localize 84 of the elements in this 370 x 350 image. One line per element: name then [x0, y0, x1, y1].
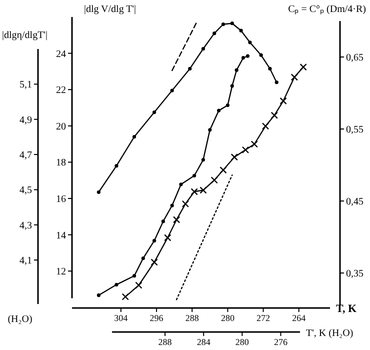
y-tick-label: 24 — [56, 48, 66, 60]
x-tick-label: 296 — [150, 313, 164, 323]
point — [210, 176, 218, 184]
point — [274, 80, 278, 84]
point — [192, 174, 196, 178]
x2-axis-title: T', K (H₂O) — [306, 328, 354, 339]
y-axis-title: |dlg V/dlg T'| — [84, 4, 136, 15]
point — [226, 103, 230, 108]
y2-tick-label: 0,55 — [346, 124, 364, 136]
y-tick-label: 12 — [56, 266, 66, 278]
point — [230, 153, 238, 161]
point — [208, 128, 212, 132]
point — [221, 22, 226, 26]
x-tick-label: 272 — [256, 313, 270, 323]
line-series — [96, 22, 278, 194]
point — [164, 234, 172, 242]
point — [242, 146, 250, 154]
point — [170, 204, 174, 208]
point — [259, 53, 263, 57]
y-tick-label: 16 — [56, 194, 66, 205]
y-tick-label: 14 — [56, 230, 66, 242]
point — [216, 108, 221, 112]
point — [150, 258, 158, 266]
point — [135, 282, 142, 289]
y-tick-label: 22 — [56, 85, 66, 96]
y3-tick-label: 4,1 — [20, 256, 32, 267]
point — [250, 140, 258, 148]
point — [230, 22, 234, 26]
point — [201, 158, 206, 162]
point — [239, 28, 243, 32]
point — [220, 166, 227, 174]
x-tick-label: 304 — [114, 313, 128, 323]
point — [280, 97, 287, 105]
point — [188, 66, 192, 71]
point — [246, 54, 250, 58]
point — [132, 134, 136, 139]
point — [200, 186, 207, 194]
point — [152, 238, 156, 242]
point — [300, 63, 307, 71]
y3-tick-label: 4,9 — [20, 114, 32, 126]
point — [96, 293, 100, 298]
x-tick-label: 264 — [292, 313, 306, 323]
y-tick-label: 18 — [56, 158, 66, 169]
y3-tick-label: 5,1 — [20, 80, 32, 91]
point — [212, 32, 216, 36]
point — [114, 282, 118, 286]
point — [114, 164, 118, 168]
point — [132, 274, 136, 278]
x2-tick-label: 276 — [274, 337, 288, 347]
y3-tick-label: 4,3 — [20, 220, 32, 232]
y2-tick-label: 0,35 — [346, 268, 364, 280]
point — [248, 40, 252, 44]
point — [182, 200, 190, 208]
y2-axis-title: Cₚ = C°ₚ (Dm/4·R) — [288, 4, 366, 15]
point — [179, 182, 183, 186]
text: (H₂O) — [8, 314, 32, 325]
x-tick-label: 288 — [185, 313, 200, 323]
point — [201, 46, 206, 51]
point — [234, 68, 238, 72]
y3-axis-title: |dlgη/dlgT'| — [2, 30, 48, 41]
y-tick-label: 20 — [56, 121, 66, 132]
x-tick-label: 280 — [220, 313, 235, 323]
point — [268, 66, 272, 71]
y2-tick-label: 0,45 — [346, 196, 364, 208]
point — [270, 112, 278, 119]
point — [96, 190, 100, 194]
point — [172, 216, 180, 224]
point — [290, 74, 298, 81]
x-axis-title: T, K — [336, 303, 358, 315]
point — [230, 84, 234, 88]
point — [241, 56, 246, 60]
x2-tick-label: 288 — [158, 337, 172, 347]
point — [141, 256, 145, 260]
point — [190, 188, 198, 196]
y2-tick-label: 0,65 — [346, 52, 364, 64]
y3-tick-label: 4,5 — [20, 185, 32, 196]
point — [262, 122, 270, 130]
point — [170, 88, 174, 92]
x2-tick-label: 284 — [196, 337, 211, 347]
y3-tick-label: 4,7 — [20, 150, 32, 162]
x2-tick-label: 280 — [235, 337, 250, 347]
point — [152, 110, 156, 114]
point — [161, 220, 165, 224]
point — [122, 293, 129, 300]
